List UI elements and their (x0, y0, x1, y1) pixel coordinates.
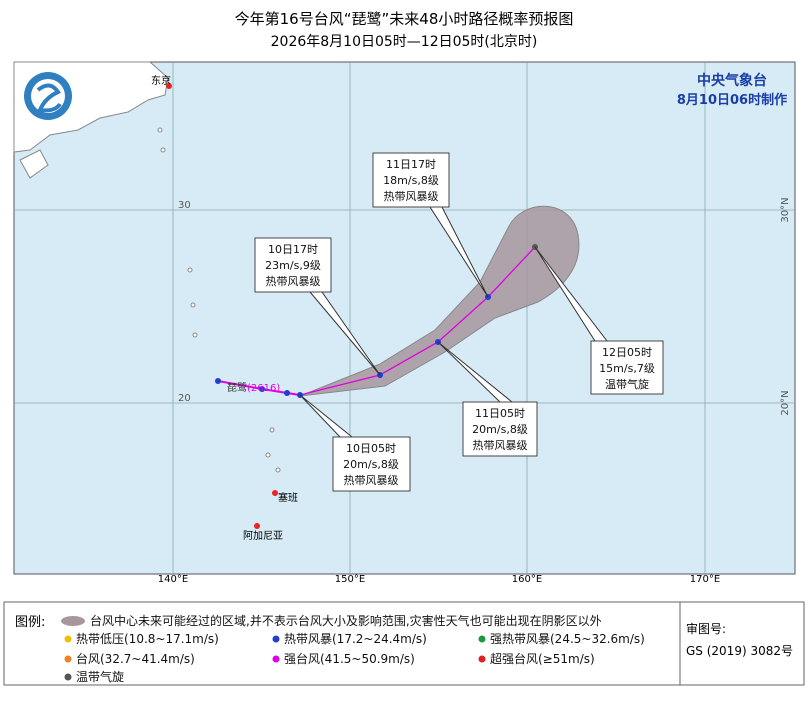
lon-label: 150°E (335, 574, 365, 585)
land (19, 149, 49, 179)
callout-time: 10日17时 (268, 243, 318, 256)
legend-item: 台风(32.7~41.4m/s) (76, 651, 195, 666)
graticule (14, 62, 795, 574)
legend-swatch (272, 635, 280, 643)
callout-wind: 20m/s,8级 (472, 423, 528, 436)
callout-wind: 20m/s,8级 (343, 458, 399, 471)
callout-wind: 18m/s,8级 (383, 174, 439, 187)
past-track (217, 380, 301, 396)
legend-title: 图例: (15, 615, 45, 630)
legend-item: 温带气旋 (76, 669, 124, 684)
place-label: 东京 (151, 74, 171, 87)
lon-label: 160°E (512, 574, 542, 585)
callout-time: 11日17时 (386, 158, 436, 171)
legend-swatch (478, 655, 486, 663)
callout-time: 12日05时 (602, 346, 652, 359)
legend-swatch (478, 635, 486, 643)
legend-cone-text: 台风中心未来可能经过的区域,并不表示台风大小及影响范围,灾害性天气也可能出现在阴… (90, 613, 602, 628)
title: 今年第16号台风“琵鹭”未来48小时路径概率预报图 (235, 10, 574, 28)
legend-item: 强热带风暴(24.5~32.6m/s) (490, 632, 645, 646)
islands (157, 127, 281, 473)
typhoon-name: 琵鹭 (227, 382, 247, 394)
legend-swatch (64, 673, 72, 681)
map-frame (13, 61, 796, 575)
map: 中央气象台 8月10日06时制作 140°E 150°E 160°E 170°E… (13, 61, 796, 585)
callout-wind: 23m/s,9级 (265, 259, 321, 272)
callout-boxes (254, 152, 664, 492)
lon-label: 170°E (690, 574, 720, 585)
probability-cone (299, 205, 580, 397)
lat-label: 20°N (780, 390, 791, 415)
callout-level: 热带风暴级 (266, 275, 321, 288)
approval-label: 审图号: (686, 621, 726, 636)
legend-swatch (272, 655, 280, 663)
legend-item: 热带低压(10.8~17.1m/s) (76, 632, 219, 646)
place-label: 塞班 (278, 491, 298, 504)
legend-item: 超强台风(≥51m/s) (490, 651, 595, 666)
place-label: 阿加尼亚 (243, 530, 283, 542)
callout-level: 热带风暴级 (473, 439, 528, 452)
legend-cone (61, 616, 85, 626)
approval-number: GS (2019) 3082号 (686, 644, 793, 658)
callout-time: 11日05时 (475, 407, 525, 420)
legend-item: 强台风(41.5~50.9m/s) (284, 651, 415, 666)
legend-swatch (64, 655, 72, 663)
lat-label: 20 (178, 393, 191, 404)
subtitle: 2026年8月10日05时—12日05时(北京时) (271, 34, 538, 50)
legend-swatch (64, 635, 72, 643)
lat-label: 30 (178, 200, 191, 211)
city-dot (166, 83, 172, 89)
callout-wind: 15m/s,7级 (599, 362, 655, 375)
callout-level: 温带气旋 (605, 377, 649, 391)
callout-level: 热带风暴级 (344, 474, 399, 487)
issued: 8月10日06时制作 (677, 92, 787, 108)
callout-level: 热带风暴级 (384, 190, 439, 203)
agency-name: 中央气象台 (697, 72, 767, 89)
typhoon-name: 琵鹭(2616) (227, 382, 280, 394)
city-dot (254, 523, 260, 529)
typhoon-code: (2616) (247, 383, 280, 394)
lat-label: 30°N (780, 197, 791, 222)
callout-time: 10日05时 (346, 442, 396, 455)
legend-box (3, 601, 805, 686)
logo (36, 83, 62, 113)
lon-label: 140°E (158, 574, 188, 585)
legend-item: 热带风暴(17.2~24.4m/s) (284, 632, 427, 646)
city-dot (272, 490, 278, 496)
